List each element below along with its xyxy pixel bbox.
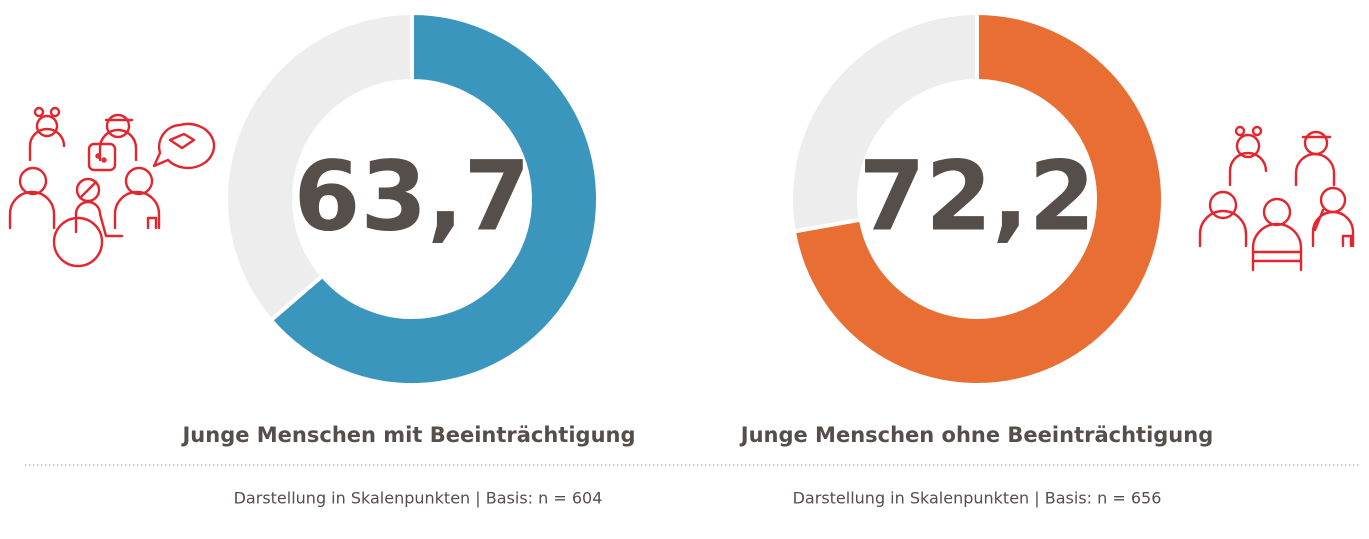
chart-title: Junge Menschen mit Beeinträchtigung [180,423,635,447]
footnote: Darstellung in Skalenpunkten | Basis: n … [793,489,1162,508]
value-label: 63,7 [294,140,531,252]
donut-track [789,10,979,234]
icon-left [8,106,216,268]
footnote: Darstellung in Skalenpunkten | Basis: n … [234,489,603,508]
donut-segment [791,10,1165,387]
donut-track [224,10,414,324]
icon-right [1198,125,1355,272]
donut-segment [268,10,600,387]
chart-title: Junge Menschen ohne Beeinträchtigung [739,423,1213,447]
value-label: 72,2 [859,140,1096,252]
